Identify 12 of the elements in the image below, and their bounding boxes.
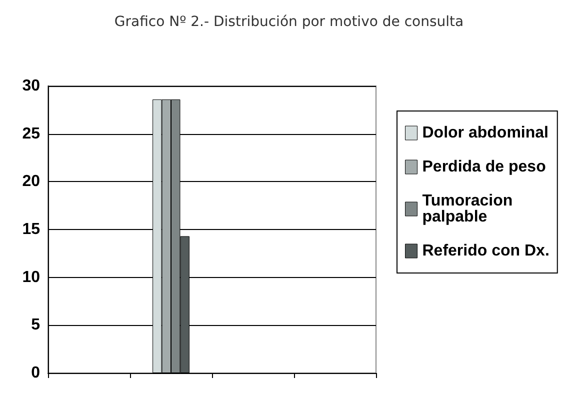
legend-label: Perdida de peso	[422, 158, 546, 176]
y-tick-label: 20	[22, 173, 40, 190]
y-tick-label: 5	[31, 316, 40, 334]
y-tick-label: 10	[22, 268, 40, 286]
legend-label: Referido con Dx.	[422, 242, 550, 260]
legend-label: Dolor abdominal	[422, 124, 548, 142]
chart-title: Grafico Nº 2.- Distribución por motivo de consulta	[114, 14, 464, 30]
y-tick-label: 30	[22, 78, 40, 94]
y-tick-label: 25	[22, 125, 40, 142]
y-tick-label: 15	[22, 221, 40, 238]
legend-label: Tumoracion palpable	[422, 192, 518, 226]
y-tick-label: 0	[31, 364, 40, 382]
